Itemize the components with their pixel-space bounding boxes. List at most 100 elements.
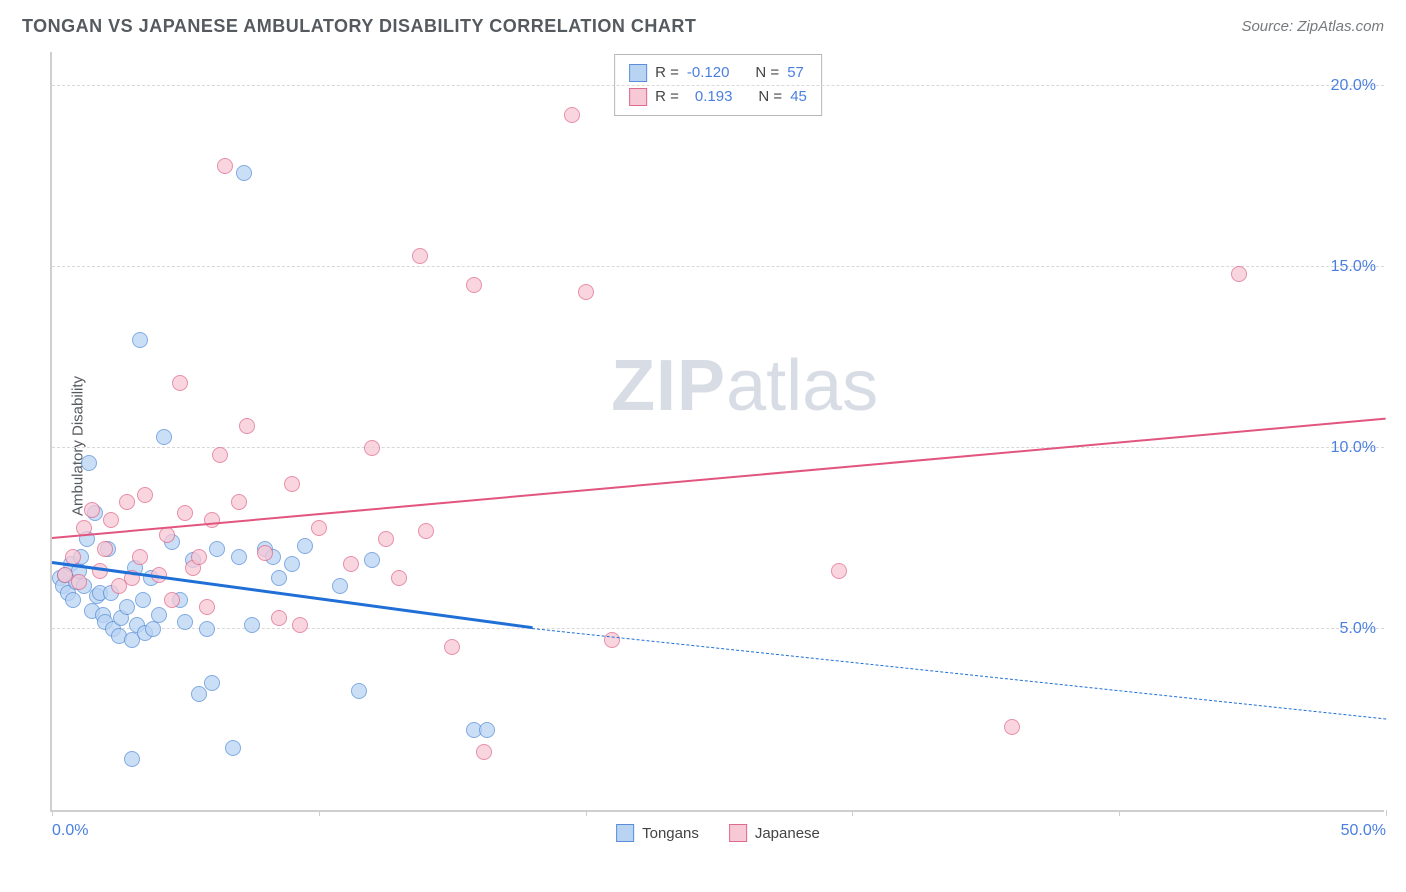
data-point bbox=[204, 512, 220, 528]
data-point bbox=[412, 248, 428, 264]
gridline-h bbox=[52, 266, 1384, 267]
xtick-label: 50.0% bbox=[1341, 822, 1386, 840]
legend-row-tongans: R = -0.120 N = 57 bbox=[629, 61, 807, 85]
data-point bbox=[236, 165, 252, 181]
ytick-label: 20.0% bbox=[1331, 77, 1376, 95]
data-point bbox=[604, 632, 620, 648]
gridline-h bbox=[52, 447, 1384, 448]
legend-r-label: R = bbox=[655, 85, 679, 109]
data-point bbox=[172, 375, 188, 391]
legend-item-japanese: Japanese bbox=[729, 824, 820, 842]
data-point bbox=[177, 505, 193, 521]
data-point bbox=[191, 686, 207, 702]
data-point bbox=[191, 549, 207, 565]
xtick bbox=[1119, 810, 1120, 816]
legend-n-val-1: 45 bbox=[790, 85, 807, 109]
regression-line bbox=[52, 417, 1386, 538]
data-point bbox=[119, 494, 135, 510]
series-legend: Tongans Japanese bbox=[616, 824, 820, 842]
legend-r-val-0: -0.120 bbox=[687, 61, 730, 85]
legend-label: Tongans bbox=[642, 825, 699, 842]
xtick bbox=[1386, 810, 1387, 816]
data-point bbox=[217, 158, 233, 174]
gridline-h bbox=[52, 85, 1384, 86]
data-point bbox=[244, 617, 260, 633]
data-point bbox=[145, 621, 161, 637]
data-point bbox=[292, 617, 308, 633]
watermark: ZIPatlas bbox=[611, 345, 878, 427]
data-point bbox=[177, 614, 193, 630]
xtick bbox=[52, 810, 53, 816]
legend-n-val-0: 57 bbox=[787, 61, 804, 85]
xtick bbox=[319, 810, 320, 816]
chart-container: TONGAN VS JAPANESE AMBULATORY DISABILITY… bbox=[0, 0, 1406, 892]
data-point bbox=[466, 277, 482, 293]
data-point bbox=[97, 541, 113, 557]
data-point bbox=[239, 418, 255, 434]
data-point bbox=[564, 107, 580, 123]
data-point bbox=[364, 440, 380, 456]
data-point bbox=[271, 610, 287, 626]
legend-r-val-1: 0.193 bbox=[687, 85, 733, 109]
data-point bbox=[231, 494, 247, 510]
data-point bbox=[119, 599, 135, 615]
data-point bbox=[103, 512, 119, 528]
swatch-tongans bbox=[616, 824, 634, 842]
data-point bbox=[164, 592, 180, 608]
data-point bbox=[578, 284, 594, 300]
data-point bbox=[1231, 266, 1247, 282]
chart-source: Source: ZipAtlas.com bbox=[1241, 18, 1384, 35]
data-point bbox=[137, 487, 153, 503]
data-point bbox=[1004, 719, 1020, 735]
data-point bbox=[391, 570, 407, 586]
legend-n-label: N = bbox=[755, 61, 779, 85]
regression-line bbox=[532, 628, 1386, 719]
data-point bbox=[479, 722, 495, 738]
xtick bbox=[852, 810, 853, 816]
xtick bbox=[586, 810, 587, 816]
data-point bbox=[81, 455, 97, 471]
data-point bbox=[204, 675, 220, 691]
legend-item-tongans: Tongans bbox=[616, 824, 699, 842]
data-point bbox=[364, 552, 380, 568]
data-point bbox=[343, 556, 359, 572]
data-point bbox=[135, 592, 151, 608]
watermark-rest: atlas bbox=[726, 346, 878, 426]
data-point bbox=[124, 751, 140, 767]
legend-label: Japanese bbox=[755, 825, 820, 842]
data-point bbox=[84, 502, 100, 518]
data-point bbox=[65, 592, 81, 608]
data-point bbox=[284, 476, 300, 492]
swatch-japanese bbox=[629, 88, 647, 106]
ytick-label: 15.0% bbox=[1331, 258, 1376, 276]
swatch-tongans bbox=[629, 64, 647, 82]
data-point bbox=[297, 538, 313, 554]
data-point bbox=[444, 639, 460, 655]
data-point bbox=[271, 570, 287, 586]
data-point bbox=[351, 683, 367, 699]
data-point bbox=[231, 549, 247, 565]
swatch-japanese bbox=[729, 824, 747, 842]
xtick-label: 0.0% bbox=[52, 822, 88, 840]
data-point bbox=[257, 545, 273, 561]
data-point bbox=[476, 744, 492, 760]
data-point bbox=[199, 621, 215, 637]
data-point bbox=[831, 563, 847, 579]
legend-n-label: N = bbox=[758, 85, 782, 109]
data-point bbox=[132, 549, 148, 565]
data-point bbox=[132, 332, 148, 348]
data-point bbox=[209, 541, 225, 557]
data-point bbox=[332, 578, 348, 594]
ytick-label: 10.0% bbox=[1331, 439, 1376, 457]
legend-r-label: R = bbox=[655, 61, 679, 85]
data-point bbox=[225, 740, 241, 756]
data-point bbox=[199, 599, 215, 615]
data-point bbox=[151, 607, 167, 623]
data-point bbox=[311, 520, 327, 536]
data-point bbox=[418, 523, 434, 539]
data-point bbox=[378, 531, 394, 547]
data-point bbox=[71, 574, 87, 590]
plot-area: ZIPatlas R = -0.120 N = 57 R = 0.193 N =… bbox=[50, 52, 1384, 812]
watermark-bold: ZIP bbox=[611, 346, 726, 426]
data-point bbox=[284, 556, 300, 572]
